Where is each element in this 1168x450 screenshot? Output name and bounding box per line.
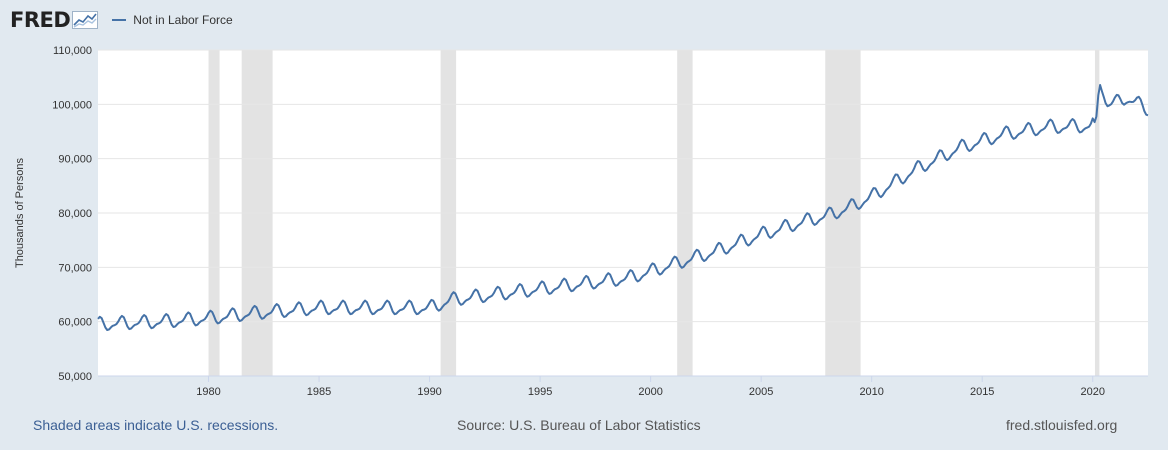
- chart-svg: 50,000 60,000 70,000 80,000 90,000 100,000 110…: [14, 45, 1149, 398]
- x-tick-label: 2010: [859, 386, 883, 398]
- y-tick-label: 70,000: [58, 262, 92, 274]
- y-tick-label: 80,000: [58, 208, 92, 220]
- axis-layer: 50,000 60,000 70,000 80,000 90,000 100,000 110…: [52, 45, 1148, 398]
- chart-header: FRED Not in Labor Force: [10, 6, 233, 34]
- y-tick-label: 90,000: [58, 154, 92, 166]
- x-tick-label: 2015: [970, 386, 994, 398]
- x-tick-label: 1985: [307, 386, 331, 398]
- grid-layer: [98, 49, 1148, 323]
- x-tick-label: 2005: [749, 386, 773, 398]
- series-layer: [97, 84, 1149, 331]
- x-tick-label: 2000: [638, 386, 662, 398]
- graph-icon: [72, 11, 99, 29]
- source-note: Source: U.S. Bureau of Labor Statistics: [457, 417, 701, 433]
- series-line-not-in-labor-force: [97, 84, 1149, 331]
- site-link[interactable]: fred.stlouisfed.org: [1006, 417, 1118, 433]
- fred-logo[interactable]: FRED: [10, 8, 99, 32]
- x-tick-label: 1990: [417, 386, 441, 398]
- x-tick-label: 1980: [196, 386, 220, 398]
- legend-swatch: [112, 19, 127, 21]
- legend: Not in Labor Force: [112, 13, 233, 27]
- fred-logo-text: FRED: [10, 8, 71, 32]
- y-tick-label: 100,000: [52, 99, 92, 111]
- y-tick-label: 110,000: [53, 45, 92, 57]
- y-axis-label: Thousands of Persons: [14, 157, 26, 268]
- x-tick-label: 2020: [1080, 386, 1104, 398]
- y-tick-label: 60,000: [58, 317, 92, 329]
- legend-label: Not in Labor Force: [133, 13, 233, 27]
- recession-note: Shaded areas indicate U.S. recessions.: [33, 417, 279, 433]
- y-tick-label: 50,000: [58, 371, 92, 383]
- x-tick-label: 1995: [528, 386, 552, 398]
